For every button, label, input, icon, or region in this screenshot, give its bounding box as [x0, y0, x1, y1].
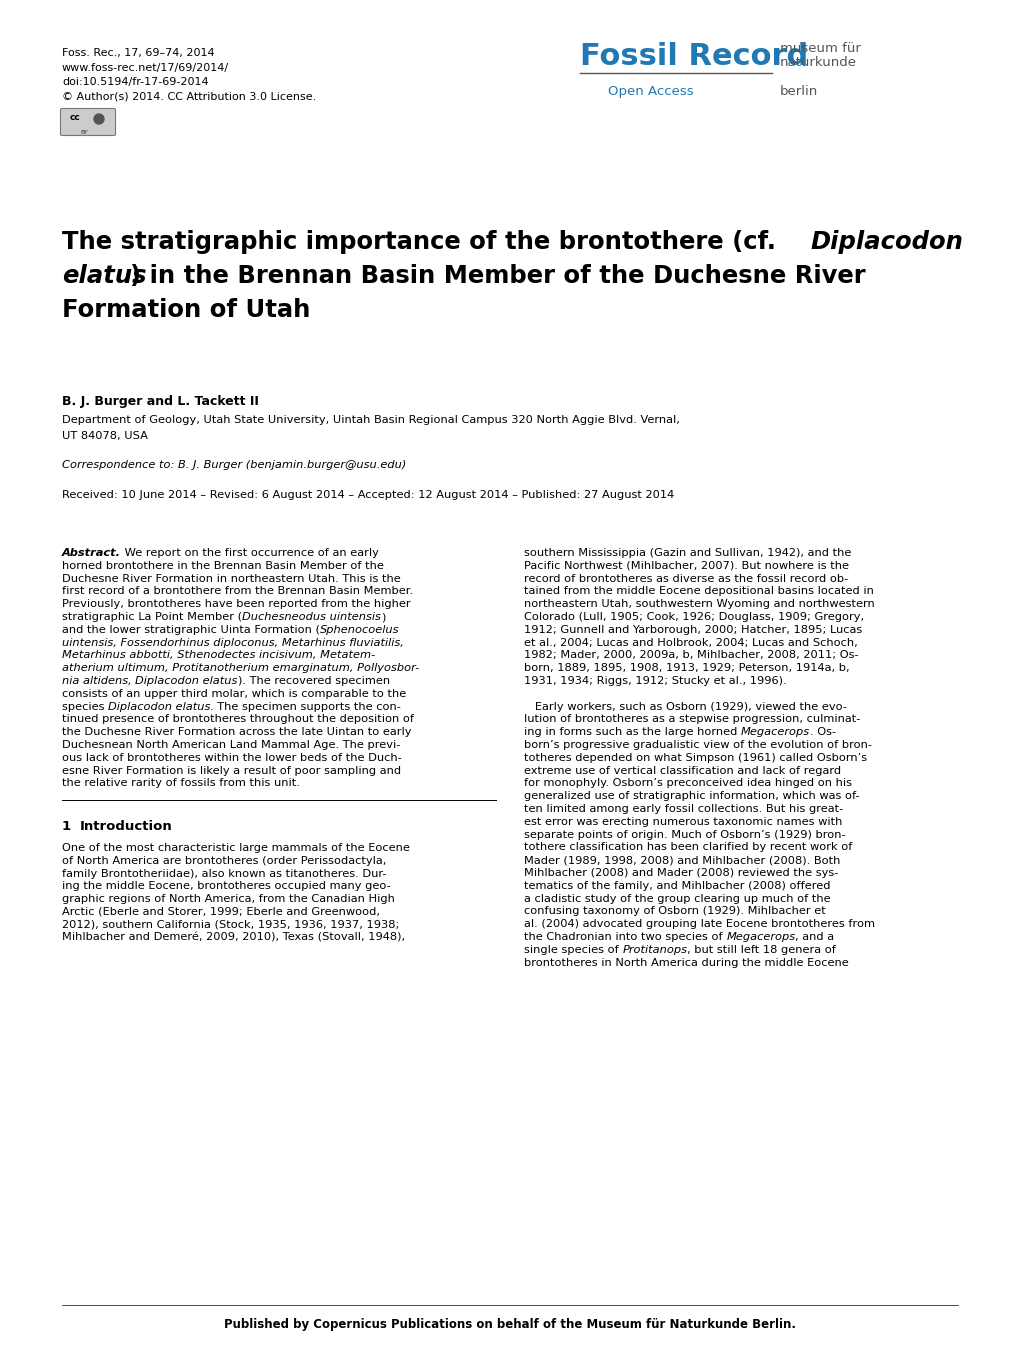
Text: . Os-: . Os-	[809, 728, 836, 737]
Text: Early workers, such as Osborn (1929), viewed the evo-: Early workers, such as Osborn (1929), vi…	[524, 702, 846, 712]
Text: esne River Formation is likely a result of poor sampling and: esne River Formation is likely a result …	[62, 765, 400, 776]
Text: a cladistic study of the group clearing up much of the: a cladistic study of the group clearing …	[524, 893, 829, 904]
Text: atherium ultimum, Protitanotherium emarginatum, Pollyosbor-: atherium ultimum, Protitanotherium emarg…	[62, 663, 419, 674]
Text: ten limited among early fossil collections. But his great-: ten limited among early fossil collectio…	[524, 804, 843, 814]
Text: Received: 10 June 2014 – Revised: 6 August 2014 – Accepted: 12 August 2014 – Pub: Received: 10 June 2014 – Revised: 6 Augu…	[62, 490, 674, 500]
Text: tained from the middle Eocene depositional basins located in: tained from the middle Eocene deposition…	[524, 586, 873, 596]
Text: Department of Geology, Utah State University, Uintah Basin Regional Campus 320 N: Department of Geology, Utah State Univer…	[62, 416, 680, 425]
FancyBboxPatch shape	[60, 109, 115, 136]
Text: Previously, brontotheres have been reported from the higher: Previously, brontotheres have been repor…	[62, 600, 411, 609]
Text: Colorado (Lull, 1905; Cook, 1926; Douglass, 1909; Gregory,: Colorado (Lull, 1905; Cook, 1926; Dougla…	[524, 612, 863, 621]
Text: est error was erecting numerous taxonomic names with: est error was erecting numerous taxonomi…	[524, 816, 842, 827]
Text: , but still left 18 genera of: , but still left 18 genera of	[687, 944, 836, 955]
Text: graphic regions of North America, from the Canadian High: graphic regions of North America, from t…	[62, 894, 394, 904]
Text: ) in the Brennan Basin Member of the Duchesne River: ) in the Brennan Basin Member of the Duc…	[129, 264, 865, 288]
Text: Duchesnean North American Land Mammal Age. The previ-: Duchesnean North American Land Mammal Ag…	[62, 740, 400, 751]
Text: Duchesneodus uintensis: Duchesneodus uintensis	[242, 612, 381, 621]
Text: Correspondence to: B. J. Burger (benjamin.burger@usu.edu): Correspondence to: B. J. Burger (benjami…	[62, 460, 406, 469]
Text: Introduction: Introduction	[79, 820, 172, 833]
Text: Published by Copernicus Publications on behalf of the Museum für Naturkunde Berl: Published by Copernicus Publications on …	[224, 1318, 795, 1332]
Text: Duchesne River Formation in northeastern Utah. This is the: Duchesne River Formation in northeastern…	[62, 573, 400, 584]
Text: et al., 2004; Lucas and Holbrook, 2004; Lucas and Schoch,: et al., 2004; Lucas and Holbrook, 2004; …	[524, 638, 857, 647]
Text: doi:10.5194/fr-17-69-2014: doi:10.5194/fr-17-69-2014	[62, 77, 209, 87]
Text: tothere classification has been clarified by recent work of: tothere classification has been clarifie…	[524, 842, 852, 853]
Text: born’s progressive gradualistic view of the evolution of bron-: born’s progressive gradualistic view of …	[524, 740, 871, 751]
Text: southern Mississippia (Gazin and Sullivan, 1942), and the: southern Mississippia (Gazin and Sulliva…	[524, 547, 851, 558]
Text: Diplacodon: Diplacodon	[809, 230, 962, 254]
Text: of North America are brontotheres (order Perissodactyla,: of North America are brontotheres (order…	[62, 855, 386, 866]
Text: the Chadronian into two species of: the Chadronian into two species of	[524, 932, 726, 941]
Text: naturkunde: naturkunde	[780, 56, 856, 69]
Text: family Brontotheriidae), also known as titanotheres. Dur-: family Brontotheriidae), also known as t…	[62, 869, 386, 878]
Text: ous lack of brontotheres within the lower beds of the Duch-: ous lack of brontotheres within the lowe…	[62, 753, 401, 763]
Text: UT 84078, USA: UT 84078, USA	[62, 430, 148, 441]
Text: generalized use of stratigraphic information, which was of-: generalized use of stratigraphic informa…	[524, 791, 859, 802]
Text: We report on the first occurrence of an early: We report on the first occurrence of an …	[121, 547, 378, 558]
Text: extreme use of vertical classification and lack of regard: extreme use of vertical classification a…	[524, 765, 841, 776]
Text: and the lower stratigraphic Uinta Formation (: and the lower stratigraphic Uinta Format…	[62, 625, 320, 635]
Text: ing in forms such as the large horned: ing in forms such as the large horned	[524, 728, 740, 737]
Text: Mihlbacher and Demeré, 2009, 2010), Texas (Stovall, 1948),: Mihlbacher and Demeré, 2009, 2010), Texa…	[62, 932, 405, 943]
Text: 2012), southern California (Stock, 1935, 1936, 1937, 1938;: 2012), southern California (Stock, 1935,…	[62, 920, 399, 929]
Text: the Duchesne River Formation across the late Uintan to early: the Duchesne River Formation across the …	[62, 728, 411, 737]
Text: Arctic (Eberle and Storer, 1999; Eberle and Greenwood,: Arctic (Eberle and Storer, 1999; Eberle …	[62, 907, 380, 917]
Text: record of brontotheres as diverse as the fossil record ob-: record of brontotheres as diverse as the…	[524, 573, 848, 584]
Text: Open Access: Open Access	[607, 85, 693, 98]
Text: single species of: single species of	[524, 944, 622, 955]
Text: Sphenocoelus: Sphenocoelus	[320, 625, 399, 635]
Text: Pacific Northwest (Mihlbacher, 2007). But nowhere is the: Pacific Northwest (Mihlbacher, 2007). Bu…	[524, 561, 848, 570]
Text: cc: cc	[70, 113, 81, 122]
Text: stratigraphic La Point Member (: stratigraphic La Point Member (	[62, 612, 242, 621]
Text: ). The recovered specimen: ). The recovered specimen	[237, 677, 389, 686]
Text: tematics of the family, and Mihlbacher (2008) offered: tematics of the family, and Mihlbacher (…	[524, 881, 829, 890]
Circle shape	[94, 114, 104, 124]
Text: consists of an upper third molar, which is comparable to the: consists of an upper third molar, which …	[62, 689, 406, 699]
Text: tinued presence of brontotheres throughout the deposition of: tinued presence of brontotheres througho…	[62, 714, 414, 725]
Text: B. J. Burger and L. Tackett II: B. J. Burger and L. Tackett II	[62, 395, 259, 408]
Text: separate points of origin. Much of Osborn’s (1929) bron-: separate points of origin. Much of Osbor…	[524, 830, 845, 839]
Text: 1: 1	[62, 820, 71, 833]
Text: species: species	[62, 702, 108, 712]
Text: northeastern Utah, southwestern Wyoming and northwestern: northeastern Utah, southwestern Wyoming …	[524, 600, 874, 609]
Text: first record of a brontothere from the Brennan Basin Member.: first record of a brontothere from the B…	[62, 586, 413, 596]
Text: Protitanops: Protitanops	[622, 944, 687, 955]
Text: for monophyly. Osborn’s preconceived idea hinged on his: for monophyly. Osborn’s preconceived ide…	[524, 779, 851, 788]
Text: Fossil Record: Fossil Record	[580, 42, 807, 71]
Text: Diplacodon elatus: Diplacodon elatus	[108, 702, 210, 712]
Text: ing the middle Eocene, brontotheres occupied many geo-: ing the middle Eocene, brontotheres occu…	[62, 881, 390, 892]
Text: Formation of Utah: Formation of Utah	[62, 299, 310, 321]
Text: lution of brontotheres as a stepwise progression, culminat-: lution of brontotheres as a stepwise pro…	[524, 714, 860, 725]
Text: www.foss-rec.net/17/69/2014/: www.foss-rec.net/17/69/2014/	[62, 62, 229, 73]
Text: horned brontothere in the Brennan Basin Member of the: horned brontothere in the Brennan Basin …	[62, 561, 383, 570]
Text: BY: BY	[81, 130, 88, 134]
Text: Megacerops: Megacerops	[740, 728, 809, 737]
Text: al. (2004) advocated grouping late Eocene brontotheres from: al. (2004) advocated grouping late Eocen…	[524, 919, 874, 929]
Text: Diplacodon elatus: Diplacodon elatus	[136, 677, 237, 686]
Text: museum für: museum für	[780, 42, 860, 55]
Text: berlin: berlin	[780, 85, 817, 98]
Text: Mader (1989, 1998, 2008) and Mihlbacher (2008). Both: Mader (1989, 1998, 2008) and Mihlbacher …	[524, 855, 840, 865]
Text: Megacerops: Megacerops	[726, 932, 795, 941]
Text: totheres depended on what Simpson (1961) called Osborn’s: totheres depended on what Simpson (1961)…	[524, 753, 866, 763]
Text: 1982; Mader, 2000, 2009a, b, Mihlbacher, 2008, 2011; Os-: 1982; Mader, 2000, 2009a, b, Mihlbacher,…	[524, 651, 858, 660]
Text: brontotheres in North America during the middle Eocene: brontotheres in North America during the…	[524, 958, 848, 967]
Text: born, 1889, 1895, 1908, 1913, 1929; Peterson, 1914a, b,: born, 1889, 1895, 1908, 1913, 1929; Pete…	[524, 663, 849, 674]
Text: elatus: elatus	[62, 264, 147, 288]
Text: The stratigraphic importance of the brontothere (cf.: The stratigraphic importance of the bron…	[62, 230, 784, 254]
Text: One of the most characteristic large mammals of the Eocene: One of the most characteristic large mam…	[62, 843, 410, 853]
Text: . The specimen supports the con-: . The specimen supports the con-	[210, 702, 401, 712]
Text: Abstract.: Abstract.	[62, 547, 121, 558]
Text: 1912; Gunnell and Yarborough, 2000; Hatcher, 1895; Lucas: 1912; Gunnell and Yarborough, 2000; Hatc…	[524, 625, 861, 635]
Text: Foss. Rec., 17, 69–74, 2014: Foss. Rec., 17, 69–74, 2014	[62, 48, 214, 58]
Text: , and a: , and a	[795, 932, 834, 941]
Text: Metarhinus abbotti, Sthenodectes incisivum, Metatem-: Metarhinus abbotti, Sthenodectes incisiv…	[62, 651, 375, 660]
Text: © Author(s) 2014. CC Attribution 3.0 License.: © Author(s) 2014. CC Attribution 3.0 Lic…	[62, 91, 316, 101]
Text: ): )	[381, 612, 385, 621]
Text: 1931, 1934; Riggs, 1912; Stucky et al., 1996).: 1931, 1934; Riggs, 1912; Stucky et al., …	[524, 677, 786, 686]
Text: the relative rarity of fossils from this unit.: the relative rarity of fossils from this…	[62, 779, 300, 788]
Text: nia altidens,: nia altidens,	[62, 677, 136, 686]
Text: confusing taxonomy of Osborn (1929). Mihlbacher et: confusing taxonomy of Osborn (1929). Mih…	[524, 907, 825, 916]
Text: Mihlbacher (2008) and Mader (2008) reviewed the sys-: Mihlbacher (2008) and Mader (2008) revie…	[524, 868, 838, 878]
Text: uintensis, Fossendorhinus diploconus, Metarhinus fluviatilis,: uintensis, Fossendorhinus diploconus, Me…	[62, 638, 404, 647]
